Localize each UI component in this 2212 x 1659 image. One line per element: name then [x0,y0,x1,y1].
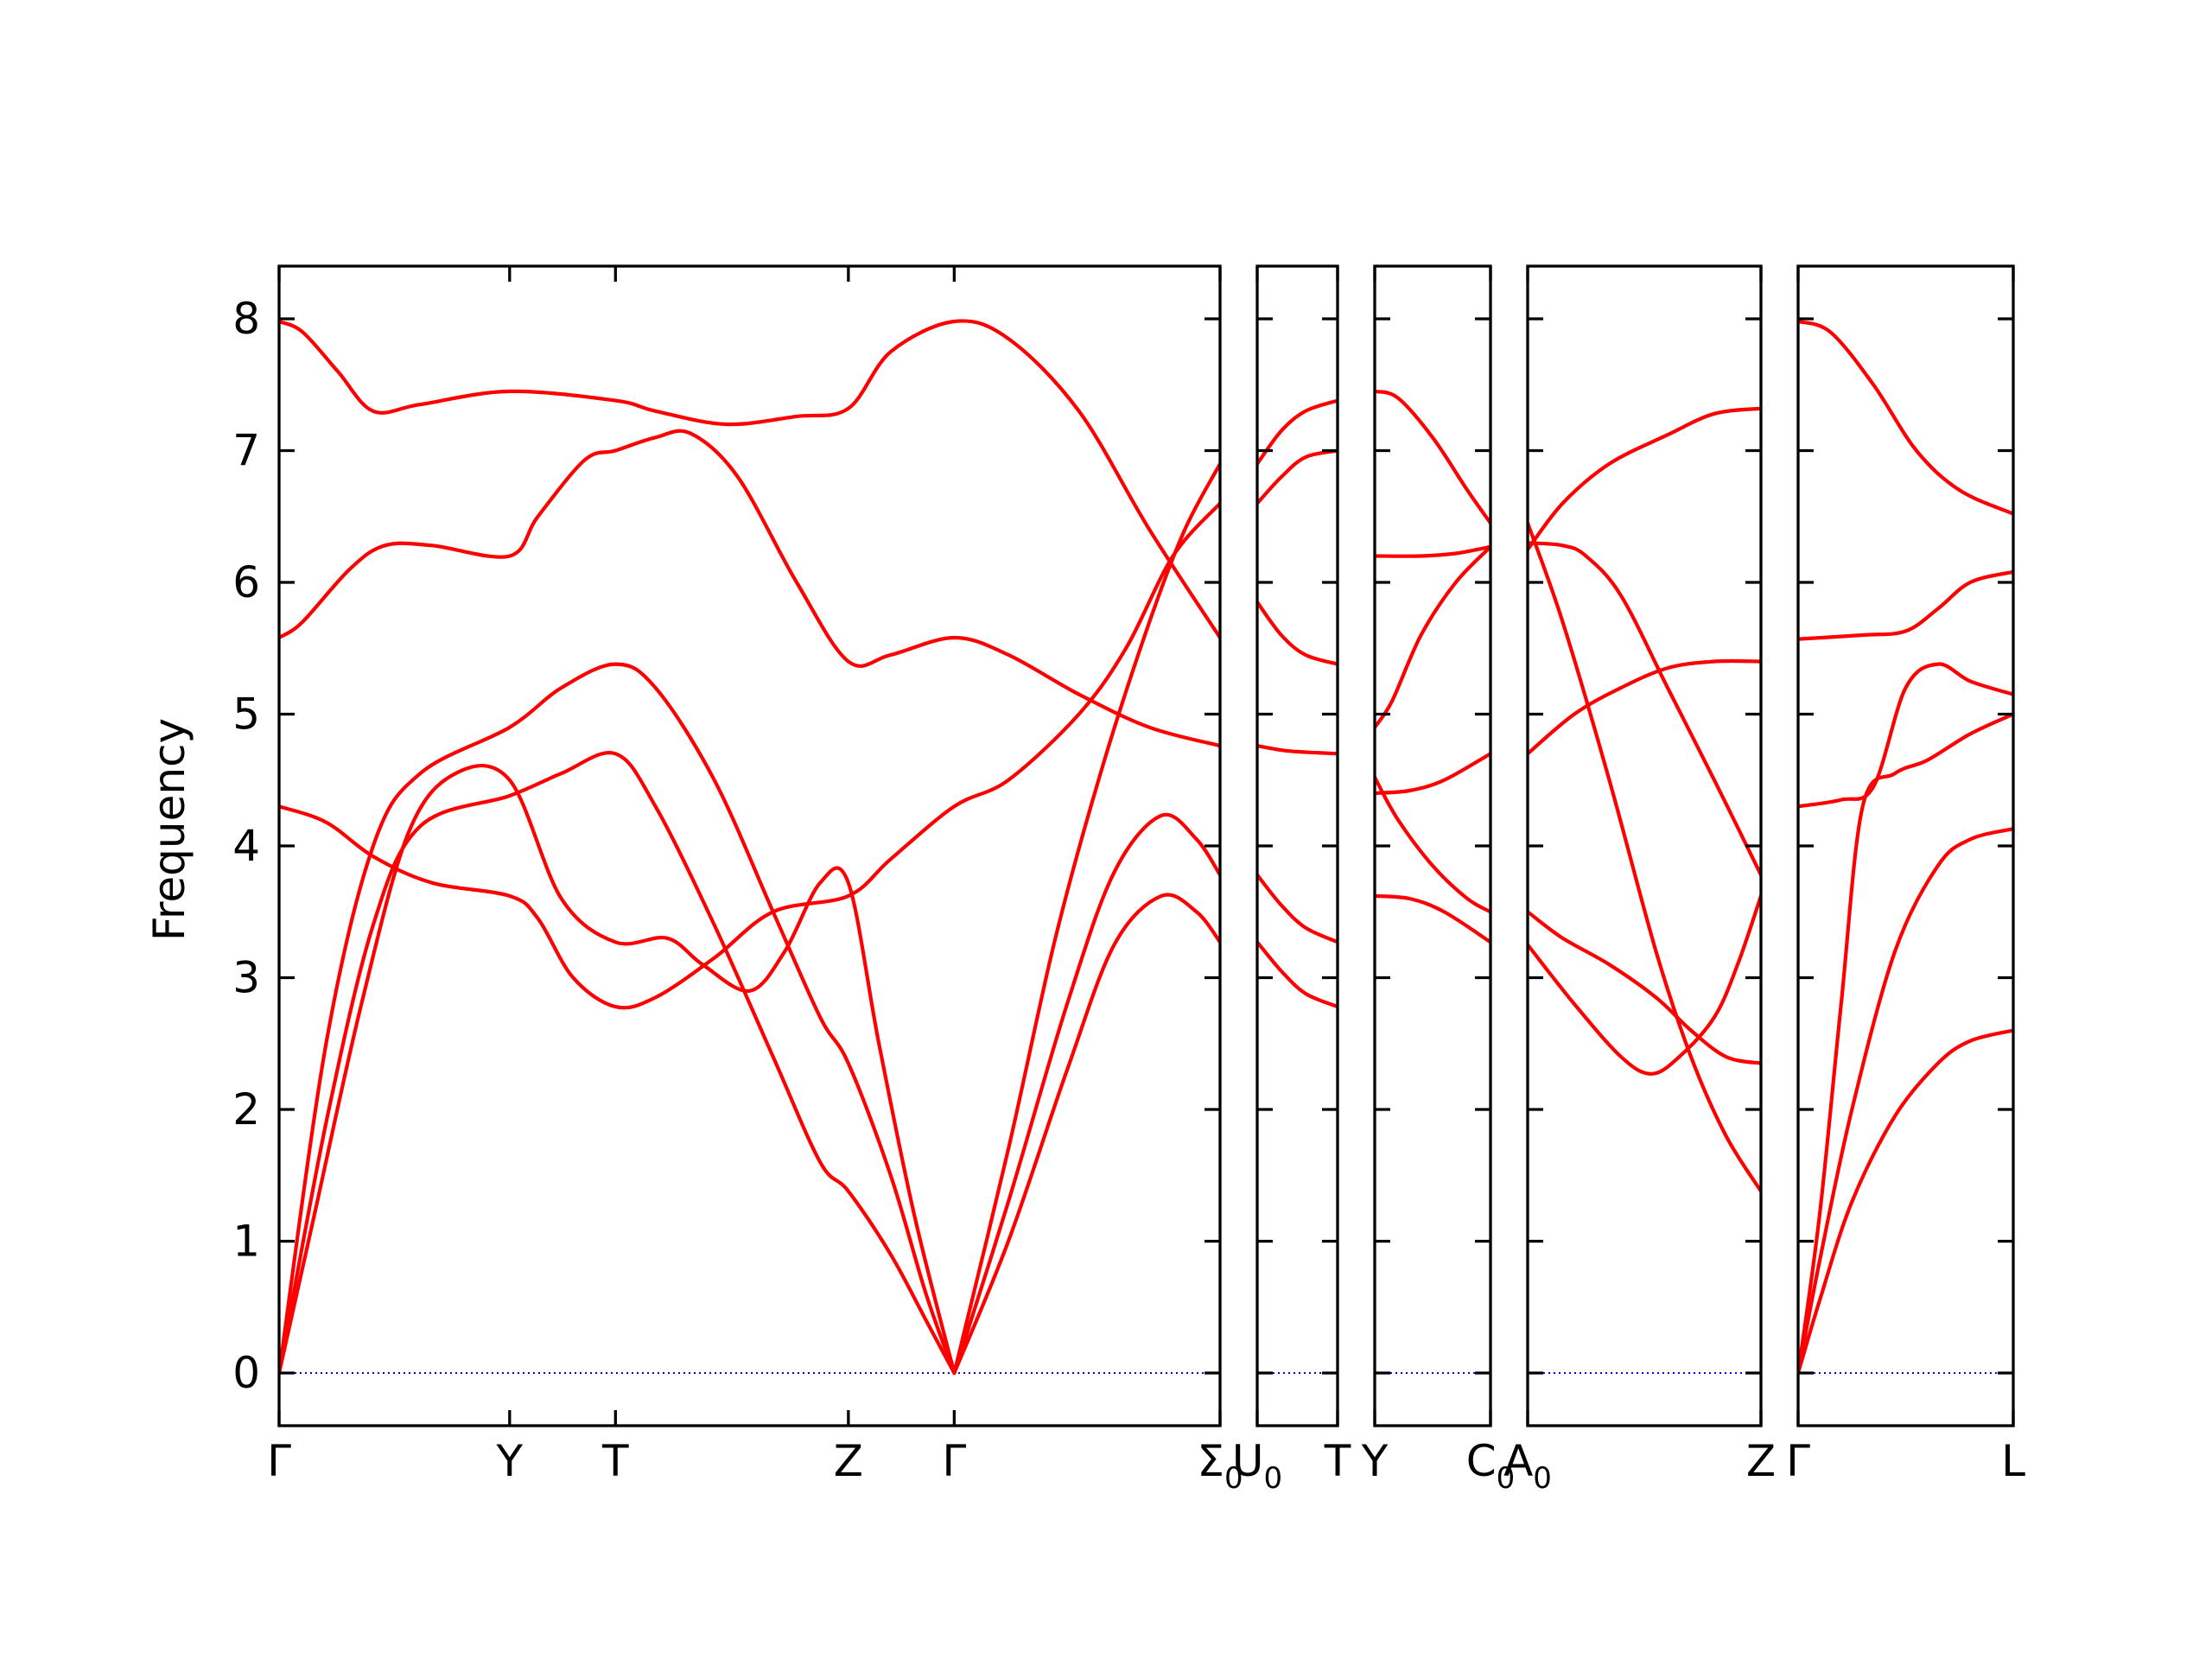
x-tick-label: T [601,1436,629,1486]
band-line [1528,910,1761,1065]
band-line [1528,541,1761,877]
band-line [1798,662,2013,809]
band-line [279,751,957,1376]
band-line [1528,406,1761,551]
panel-p4: A0 Z [1503,264,1776,1496]
y-tick-label: 0 [232,1348,260,1398]
band-line [1375,544,1491,558]
band-line [1257,448,1338,505]
band-line [1257,940,1338,1009]
band-line [279,764,957,1376]
band-line [1257,873,1338,944]
x-tick-label: Z [834,1436,863,1486]
x-tick-label: Y [1361,1436,1389,1486]
y-tick-label: 6 [232,557,260,607]
panel-series-group [1798,319,2013,1376]
band-line [279,501,1220,1010]
panel-p1: 0 1 2 3 4 5 6 7 8 Γ Y T Z Γ Σ0 [232,264,1243,1496]
band-line [1375,544,1491,729]
band-line [1375,389,1491,525]
x-tick-label: Y [496,1436,524,1486]
x-tick-label: Γ [942,1436,966,1486]
panel-series-group [1257,398,1338,1009]
band-line [1528,893,1761,1076]
band-line [1257,600,1338,666]
y-tick-label: 5 [232,690,260,740]
x-tick-label: A0 [1503,1436,1552,1496]
y-tick-label: 2 [232,1084,260,1135]
band-line [1375,775,1491,914]
y-tick-label: 1 [232,1217,260,1267]
y-tick-label: 4 [232,821,260,871]
panel-series-group [279,319,1220,1376]
band-line [1798,569,2013,641]
x-tick-label: Γ [1786,1436,1810,1486]
x-tick-label: Γ [267,1436,291,1486]
band-line [952,461,1220,1376]
band-line [1528,658,1761,756]
band-line [1528,521,1761,1193]
panel-p3: Y C0 [1361,264,1516,1496]
band-line [1257,744,1338,756]
y-tick-label: 8 [232,294,260,344]
x-tick-label: Σ0 [1197,1436,1243,1496]
x-tick-label: T [1324,1436,1351,1486]
x-tick-label: Z [1746,1436,1776,1486]
band-line [1798,319,2013,516]
y-tick-label: 7 [232,426,260,476]
panel-series-group [1528,406,1761,1193]
y-axis-label: Frequency [144,718,194,941]
band-line [952,893,1220,1376]
band-line [952,812,1220,1376]
band-line [1375,752,1491,796]
band-line [279,662,957,1376]
band-line [1798,827,2013,1376]
panel-p2: U0 T [1232,264,1351,1496]
band-line [279,319,1220,640]
y-tick-label: 3 [232,953,260,1003]
x-tick-label: L [2001,1436,2025,1486]
band-line [279,429,1220,748]
band-line [1798,1028,2013,1376]
x-tick-label: U0 [1232,1436,1282,1496]
band-line [1798,712,2013,1376]
panel-series-group [1375,389,1491,944]
x-tick-label: C0 [1466,1436,1516,1496]
band-line [1375,893,1491,944]
band-line [1257,398,1338,466]
